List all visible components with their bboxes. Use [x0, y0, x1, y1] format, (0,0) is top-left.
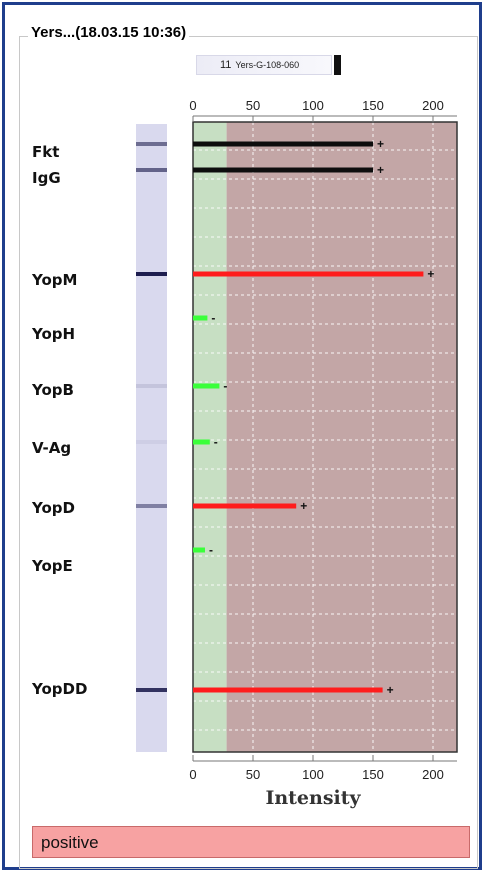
positive-zone	[226, 122, 457, 752]
bottom-tick-label: 200	[422, 767, 444, 782]
plot-border	[192, 121, 458, 753]
strip-band-yopdd	[136, 688, 167, 692]
panel-group-box	[19, 36, 478, 869]
strip-band-v-ag	[136, 440, 167, 444]
panel-title: Yers...(18.03.15 10:36)	[28, 24, 190, 42]
bar-yoph	[193, 315, 208, 321]
strip-band-yopb	[136, 384, 167, 388]
bar-yopb	[193, 383, 220, 389]
bar-yope	[193, 547, 205, 553]
sign-fkt: +	[377, 137, 384, 151]
grid-lines	[193, 122, 457, 752]
strip-barcode-label: 11 Yers-G-108-060	[196, 55, 342, 75]
row-label-fkt: Fkt	[32, 143, 60, 161]
bottom-tick-label: 150	[362, 767, 384, 782]
bar-yopdd	[193, 687, 383, 693]
row-label-yopd: YopD	[32, 499, 75, 517]
negative-zone	[193, 122, 227, 752]
strip-id: Yers-G-108-060	[235, 60, 300, 70]
sign-yoph: -	[211, 311, 215, 325]
strip-band-yopm	[136, 272, 167, 276]
bottom-tick-label: 100	[302, 767, 324, 782]
x-axis-label: Intensity	[265, 787, 361, 809]
bar-yopd	[193, 503, 297, 509]
strip-id-text: 11 Yers-G-108-060	[220, 59, 299, 71]
bar-fkt	[193, 141, 373, 147]
bottom-tick-label: 0	[189, 767, 196, 782]
result-text: positive	[41, 833, 99, 852]
result-status-bar: positive	[32, 826, 470, 858]
top-tick-label: 200	[422, 98, 444, 113]
barcode-background	[196, 55, 332, 75]
strip-band-fkt	[136, 142, 167, 146]
barcode-block	[334, 55, 341, 75]
row-label-yopb: YopB	[32, 381, 74, 399]
sign-v-ag: -	[214, 435, 218, 449]
sign-yope: -	[209, 543, 213, 557]
sign-yopd: +	[300, 499, 307, 513]
top-tick-label: 0	[189, 98, 196, 113]
strip-number: 11	[220, 59, 232, 71]
row-label-igg: IgG	[32, 169, 61, 187]
bar-yopm	[193, 271, 424, 277]
row-label-yope: YopE	[32, 557, 73, 575]
row-label-yopm: YopM	[32, 271, 78, 289]
sign-igg: +	[377, 163, 384, 177]
top-tick-label: 50	[246, 98, 260, 113]
bottom-tick-label: 50	[246, 767, 260, 782]
bar-v-ag	[193, 439, 210, 445]
strip-band-yopd	[136, 504, 167, 508]
bar-igg	[193, 167, 373, 173]
sign-yopb: -	[223, 379, 227, 393]
top-tick-label: 150	[362, 98, 384, 113]
sign-yopm: +	[427, 267, 434, 281]
row-label-v-ag: V-Ag	[32, 439, 72, 457]
test-strip-scan	[136, 124, 167, 752]
top-tick-label: 100	[302, 98, 324, 113]
row-label-yopdd: YopDD	[32, 680, 88, 698]
strip-band-igg	[136, 168, 167, 172]
row-label-yoph: YopH	[32, 325, 76, 343]
sign-yopdd: +	[387, 683, 394, 697]
